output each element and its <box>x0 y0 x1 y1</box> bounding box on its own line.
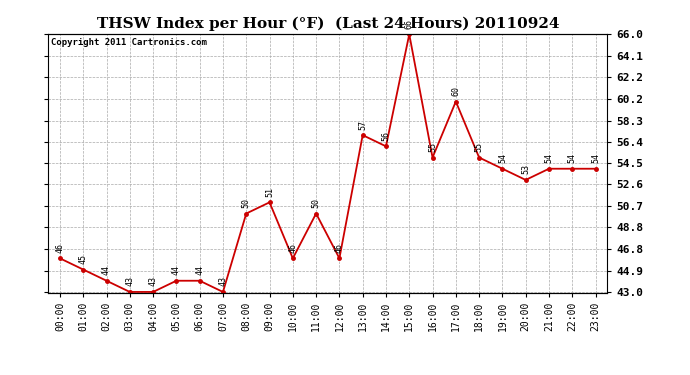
Text: 57: 57 <box>358 120 367 129</box>
Text: 54: 54 <box>568 153 577 163</box>
Text: 55: 55 <box>475 142 484 152</box>
Text: 43: 43 <box>126 276 135 286</box>
Text: 53: 53 <box>521 164 530 174</box>
Title: THSW Index per Hour (°F)  (Last 24 Hours) 20110924: THSW Index per Hour (°F) (Last 24 Hours)… <box>97 17 559 31</box>
Text: 60: 60 <box>451 86 460 96</box>
Text: 46: 46 <box>335 243 344 253</box>
Text: Copyright 2011 Cartronics.com: Copyright 2011 Cartronics.com <box>51 38 207 46</box>
Text: 54: 54 <box>498 153 507 163</box>
Text: 55: 55 <box>428 142 437 152</box>
Text: 54: 54 <box>544 153 553 163</box>
Text: 51: 51 <box>265 187 274 197</box>
Text: 44: 44 <box>172 265 181 275</box>
Text: 45: 45 <box>79 254 88 264</box>
Text: 66: 66 <box>405 19 414 29</box>
Text: 46: 46 <box>288 243 297 253</box>
Text: 44: 44 <box>195 265 204 275</box>
Text: 46: 46 <box>55 243 64 253</box>
Text: 43: 43 <box>148 276 157 286</box>
Text: 54: 54 <box>591 153 600 163</box>
Text: 50: 50 <box>312 198 321 208</box>
Text: 44: 44 <box>102 265 111 275</box>
Text: 50: 50 <box>241 198 250 208</box>
Text: 43: 43 <box>219 276 228 286</box>
Text: 56: 56 <box>382 131 391 141</box>
